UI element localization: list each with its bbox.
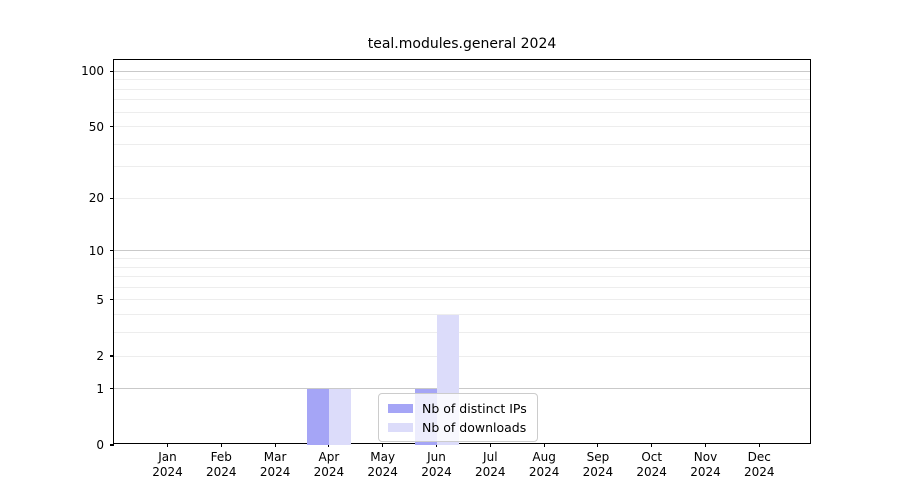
gridline-major	[114, 70, 810, 72]
y-tick-label: 20	[88, 191, 104, 206]
x-tick-label-may: May 2024	[355, 450, 411, 480]
gridline-minor	[114, 314, 810, 316]
x-tick-label-jan: Jan 2024	[140, 450, 196, 480]
gridline-minor	[114, 166, 810, 168]
x-tick-mark	[435, 443, 438, 447]
gridline-minor	[114, 332, 810, 334]
x-tick-mark	[274, 443, 276, 447]
gridline-minor	[114, 266, 810, 268]
y-tick-mark	[110, 250, 114, 252]
gridline-minor	[114, 99, 810, 101]
gridline-minor	[114, 197, 810, 199]
y-tick-mark	[110, 70, 114, 72]
y-tick-mark	[110, 444, 114, 446]
x-tick-mark	[758, 443, 760, 447]
y-tick-mark	[110, 197, 114, 199]
x-tick-label-feb: Feb 2024	[193, 450, 249, 480]
x-tick-mark	[220, 443, 222, 447]
x-tick-year: 2024	[152, 465, 183, 479]
bar-distinct-ips-apr	[306, 388, 329, 445]
x-tick-label-oct: Oct 2024	[624, 450, 680, 480]
chart-title: teal.modules.general 2024	[367, 36, 557, 52]
legend-label-distinct-ips: Nb of distinct IPs	[422, 400, 527, 416]
x-tick-label-nov: Nov 2024	[678, 450, 734, 480]
gridline-minor	[114, 299, 810, 301]
y-tick-label: 100	[81, 64, 104, 79]
x-tick-label-apr: Apr 2024	[301, 450, 357, 480]
x-tick-year: 2024	[636, 465, 667, 479]
x-tick-year: 2024	[259, 465, 291, 479]
gridline-minor	[114, 355, 810, 357]
x-tick-mark	[166, 443, 169, 447]
y-tick-label: 10	[88, 243, 104, 258]
gridline-major	[114, 250, 810, 252]
x-tick-year: 2024	[367, 465, 398, 479]
gridline-minor	[114, 126, 810, 128]
y-tick-mark	[110, 355, 114, 357]
x-tick-mark	[328, 443, 330, 447]
x-tick-year: 2024	[528, 465, 560, 479]
x-tick-mark	[597, 443, 599, 447]
gridline-major	[114, 388, 810, 390]
legend-item-downloads: Nb of downloads	[388, 419, 527, 435]
x-tick-year: 2024	[206, 465, 237, 479]
gridline-minor	[114, 88, 810, 90]
x-tick-year: 2024	[475, 465, 506, 479]
x-tick-year: 2024	[421, 465, 452, 479]
x-tick-label-sep: Sep 2024	[570, 450, 626, 480]
y-tick-label: 5	[96, 292, 104, 307]
gridline-minor	[114, 143, 810, 145]
x-tick-year: 2024	[690, 465, 721, 479]
x-tick-mark	[489, 443, 491, 447]
gridline-minor	[114, 286, 810, 288]
x-tick-label-dec: Dec 2024	[731, 450, 787, 480]
gridline-minor	[114, 258, 810, 259]
x-tick-year: 2024	[744, 465, 775, 479]
bar-downloads-apr	[328, 388, 351, 445]
gridline-minor	[114, 111, 810, 113]
x-tick-year: 2024	[582, 465, 614, 479]
y-tick-label: 2	[96, 349, 104, 364]
legend: Nb of distinct IPs Nb of downloads	[378, 393, 538, 442]
x-tick-label-mar: Mar 2024	[247, 450, 303, 480]
x-tick-mark	[543, 443, 545, 447]
legend-swatch-distinct-ips	[388, 403, 413, 413]
y-tick-label: 1	[96, 381, 104, 396]
legend-item-distinct-ips: Nb of distinct IPs	[388, 400, 527, 416]
x-tick-label-jun: Jun 2024	[409, 450, 465, 480]
x-tick-year: 2024	[313, 465, 345, 479]
x-tick-mark	[651, 443, 653, 447]
y-tick-mark	[110, 299, 114, 301]
x-tick-mark	[382, 443, 384, 447]
y-tick-label: 50	[88, 119, 104, 134]
legend-label-downloads: Nb of downloads	[422, 419, 527, 435]
x-tick-label-aug: Aug 2024	[516, 450, 572, 480]
gridline-minor	[114, 79, 810, 81]
gridline-minor	[114, 276, 810, 278]
legend-swatch-downloads	[388, 422, 413, 432]
y-tick-label: 0	[96, 438, 104, 452]
plot-area: 0 1 2 5 10 20 50 100 Jan 2024 Feb 2024 Mar 2024 Apr 20…	[81, 59, 811, 479]
x-tick-label-jul: Jul 2024	[462, 450, 518, 480]
y-tick-mark	[110, 388, 114, 390]
x-tick-mark	[704, 443, 707, 447]
y-tick-mark	[110, 125, 114, 128]
